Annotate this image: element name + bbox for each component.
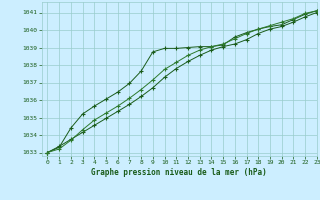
X-axis label: Graphe pression niveau de la mer (hPa): Graphe pression niveau de la mer (hPa) bbox=[91, 168, 267, 177]
